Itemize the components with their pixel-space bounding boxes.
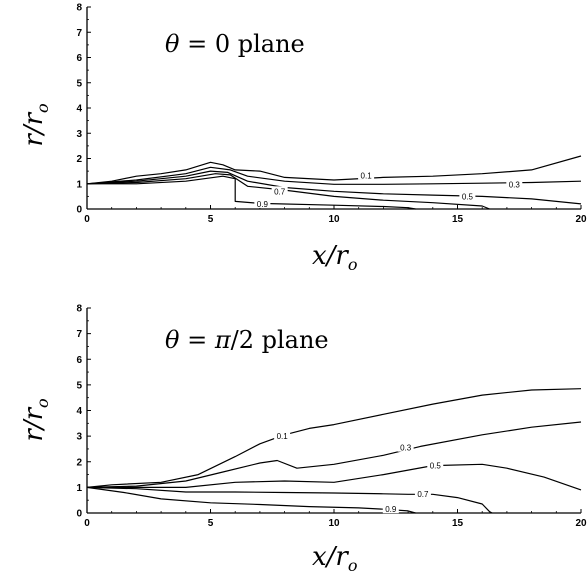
- y-tick-label: 5: [76, 78, 82, 89]
- y-tick-label: 1: [76, 179, 82, 190]
- y-tick-label: 3: [76, 432, 82, 443]
- y-axis-title: r/ro: [19, 398, 52, 441]
- y-tick-label: 3: [76, 129, 82, 140]
- plot-title: θ = 0 plane: [165, 30, 305, 58]
- contour-label-0-5: 0.5: [462, 192, 474, 201]
- x-tick-label: 15: [452, 518, 464, 529]
- contour-label-0-7: 0.7: [417, 490, 429, 499]
- x-tick-label: 5: [208, 518, 214, 529]
- y-tick-label: 2: [76, 457, 82, 468]
- y-tick-label: 0: [76, 509, 82, 520]
- x-tick-label: 10: [328, 214, 340, 225]
- x-tick-label: 20: [575, 214, 587, 225]
- contour-label-0-3: 0.3: [509, 180, 521, 189]
- y-tick-label: 7: [76, 28, 82, 39]
- contour-label-0-3: 0.3: [400, 444, 412, 453]
- y-tick-label: 8: [76, 3, 82, 14]
- y-tick-label: 1: [76, 483, 82, 494]
- plot-title: θ = π/2 plane: [165, 326, 329, 354]
- contour-line-0-7: [87, 487, 492, 513]
- contour-label-0-1: 0.1: [361, 171, 373, 180]
- contour-label-0-1: 0.1: [277, 432, 289, 441]
- y-tick-label: 4: [76, 104, 82, 115]
- y-axis-title: r/ro: [19, 103, 52, 146]
- x-axis-title: x/ro: [312, 542, 358, 575]
- contour-line-0-3: [87, 422, 581, 487]
- x-tick-label: 0: [84, 214, 90, 225]
- y-tick-label: 0: [76, 205, 82, 216]
- contour-labels: 0.1 0.3 0.5 0.7 0.9: [254, 170, 522, 209]
- y-tick-label: 4: [76, 406, 82, 417]
- y-tick-label: 5: [76, 380, 82, 391]
- x-tick-label: 10: [328, 518, 340, 529]
- y-tick-label: 8: [76, 304, 82, 315]
- y-tick-label: 6: [76, 355, 82, 366]
- x-tick-label: 20: [575, 518, 587, 529]
- contour-line-0-1: [87, 389, 581, 488]
- contour-line-0-9: [87, 487, 416, 513]
- x-tick-label: 0: [84, 518, 90, 529]
- contour-label-0-7: 0.7: [274, 187, 286, 196]
- y-tick-label: 6: [76, 53, 82, 64]
- panel-theta-0: 0 1 2 3 4 5 6 7 8 0 5 10 15 20 0.1 0.3 0.5 0.7 0.9 θ = 0 …: [19, 3, 587, 275]
- x-tick-label: 15: [452, 214, 464, 225]
- contour-line-0-5: [87, 464, 581, 490]
- contour-label-0-9: 0.9: [385, 505, 397, 514]
- contour-labels: 0.1 0.3 0.5 0.7 0.9: [274, 431, 443, 514]
- y-tick-label: 2: [76, 154, 82, 165]
- y-tick-label: 7: [76, 329, 82, 340]
- contour-label-0-9: 0.9: [257, 200, 269, 209]
- contour-lines: [87, 389, 581, 513]
- x-axis-title: x/ro: [312, 241, 358, 274]
- x-tick-label: 5: [208, 214, 214, 225]
- contour-label-0-5: 0.5: [430, 462, 442, 471]
- panel-theta-pi-half: 0 1 2 3 4 5 6 7 8 0 5 10 15 20 0.1 0.3 0.5 0.7 0.9 θ = π/…: [19, 304, 587, 576]
- axis-ticks: 0 1 2 3 4 5 6 7 8 0 5 10 15 20: [76, 304, 587, 530]
